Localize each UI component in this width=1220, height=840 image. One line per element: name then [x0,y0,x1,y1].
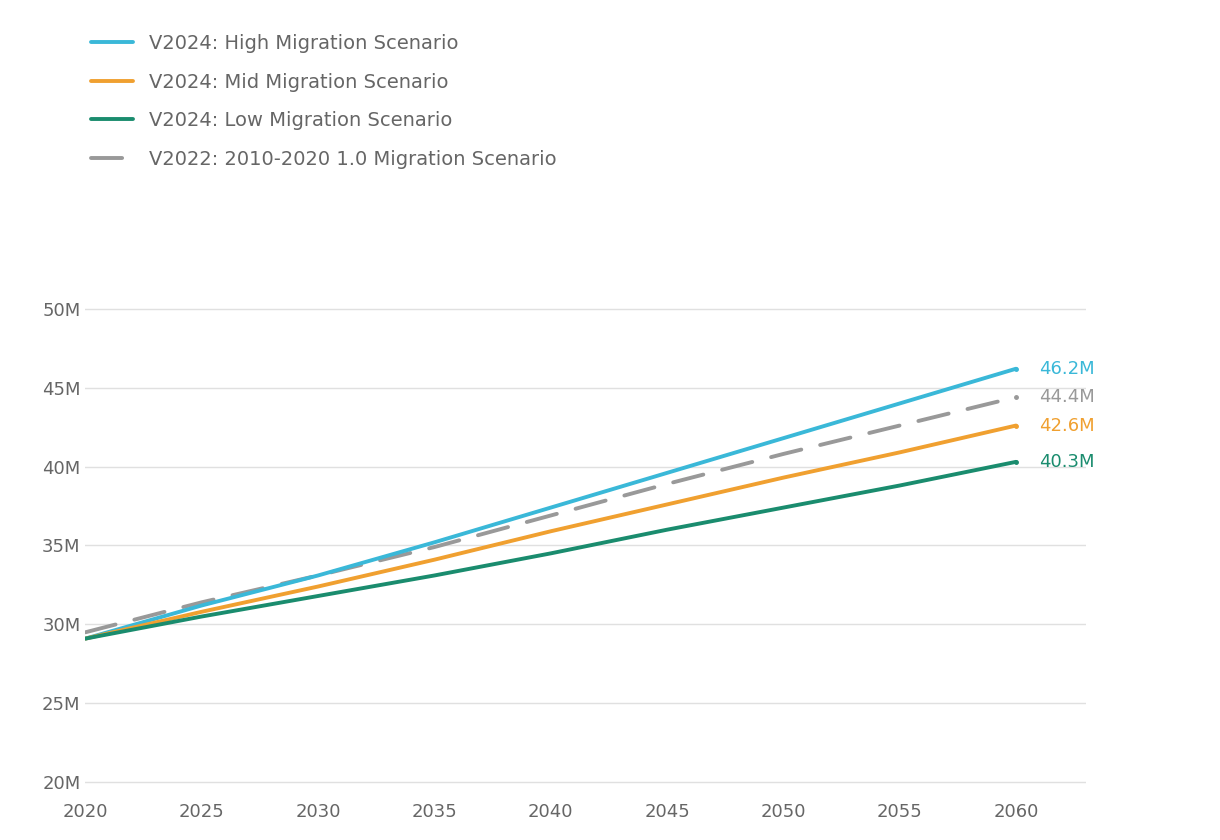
Line: V2024: High Migration Scenario: V2024: High Migration Scenario [85,369,1016,638]
V2024: Mid Migration Scenario: (2.05e+03, 3.93e+07): Mid Migration Scenario: (2.05e+03, 3.93e… [776,473,791,483]
V2024: Mid Migration Scenario: (2.02e+03, 2.91e+07): Mid Migration Scenario: (2.02e+03, 2.91e… [78,633,93,643]
V2024: High Migration Scenario: (2.06e+03, 4.62e+07): High Migration Scenario: (2.06e+03, 4.62… [1009,364,1024,374]
Line: V2024: Low Migration Scenario: V2024: Low Migration Scenario [85,462,1016,638]
V2022: 2010-2020 1.0 Migration Scenario: (2.04e+03, 3.89e+07): 2010-2020 1.0 Migration Scenario: (2.04e… [660,479,675,489]
V2022: 2010-2020 1.0 Migration Scenario: (2.05e+03, 4.08e+07): 2010-2020 1.0 Migration Scenario: (2.05e… [776,449,791,459]
Text: 44.4M: 44.4M [1039,388,1096,407]
Legend: V2024: High Migration Scenario, V2024: Mid Migration Scenario, V2024: Low Migrat: V2024: High Migration Scenario, V2024: M… [83,27,565,176]
V2022: 2010-2020 1.0 Migration Scenario: (2.04e+03, 3.69e+07): 2010-2020 1.0 Migration Scenario: (2.04e… [543,511,558,521]
V2024: Low Migration Scenario: (2.05e+03, 3.74e+07): Low Migration Scenario: (2.05e+03, 3.74e… [776,502,791,512]
V2024: High Migration Scenario: (2.06e+03, 4.4e+07): High Migration Scenario: (2.06e+03, 4.4e… [892,398,906,408]
V2024: Low Migration Scenario: (2.02e+03, 3.05e+07): Low Migration Scenario: (2.02e+03, 3.05e… [194,612,209,622]
V2022: 2010-2020 1.0 Migration Scenario: (2.03e+03, 3.31e+07): 2010-2020 1.0 Migration Scenario: (2.03e… [311,570,326,580]
Text: 42.6M: 42.6M [1039,417,1094,434]
V2022: 2010-2020 1.0 Migration Scenario: (2.02e+03, 3.14e+07): 2010-2020 1.0 Migration Scenario: (2.02e… [194,597,209,607]
V2024: High Migration Scenario: (2.04e+03, 3.96e+07): High Migration Scenario: (2.04e+03, 3.96… [660,468,675,478]
V2024: High Migration Scenario: (2.03e+03, 3.31e+07): High Migration Scenario: (2.03e+03, 3.31… [311,570,326,580]
V2024: Mid Migration Scenario: (2.03e+03, 3.24e+07): Mid Migration Scenario: (2.03e+03, 3.24e… [311,581,326,591]
V2024: Mid Migration Scenario: (2.02e+03, 3.08e+07): Mid Migration Scenario: (2.02e+03, 3.08e… [194,606,209,617]
V2022: 2010-2020 1.0 Migration Scenario: (2.06e+03, 4.44e+07): 2010-2020 1.0 Migration Scenario: (2.06e… [1009,392,1024,402]
V2024: Low Migration Scenario: (2.06e+03, 3.88e+07): Low Migration Scenario: (2.06e+03, 3.88e… [892,480,906,491]
V2024: Mid Migration Scenario: (2.04e+03, 3.41e+07): Mid Migration Scenario: (2.04e+03, 3.41e… [427,554,442,564]
Text: 46.2M: 46.2M [1039,360,1094,378]
V2024: Low Migration Scenario: (2.03e+03, 3.18e+07): Low Migration Scenario: (2.03e+03, 3.18e… [311,591,326,601]
V2024: High Migration Scenario: (2.02e+03, 2.91e+07): High Migration Scenario: (2.02e+03, 2.91… [78,633,93,643]
Line: V2024: Mid Migration Scenario: V2024: Mid Migration Scenario [85,426,1016,638]
V2024: High Migration Scenario: (2.04e+03, 3.52e+07): High Migration Scenario: (2.04e+03, 3.52… [427,538,442,548]
V2024: Low Migration Scenario: (2.06e+03, 4.03e+07): Low Migration Scenario: (2.06e+03, 4.03e… [1009,457,1024,467]
V2024: High Migration Scenario: (2.04e+03, 3.74e+07): High Migration Scenario: (2.04e+03, 3.74… [543,502,558,512]
V2024: Low Migration Scenario: (2.04e+03, 3.31e+07): Low Migration Scenario: (2.04e+03, 3.31e… [427,570,442,580]
V2024: Mid Migration Scenario: (2.06e+03, 4.09e+07): Mid Migration Scenario: (2.06e+03, 4.09e… [892,448,906,458]
V2024: Low Migration Scenario: (2.04e+03, 3.45e+07): Low Migration Scenario: (2.04e+03, 3.45e… [543,549,558,559]
V2024: Mid Migration Scenario: (2.04e+03, 3.59e+07): Mid Migration Scenario: (2.04e+03, 3.59e… [543,526,558,536]
V2024: Mid Migration Scenario: (2.04e+03, 3.76e+07): Mid Migration Scenario: (2.04e+03, 3.76e… [660,500,675,510]
V2024: High Migration Scenario: (2.02e+03, 3.12e+07): High Migration Scenario: (2.02e+03, 3.12… [194,601,209,611]
V2024: Mid Migration Scenario: (2.06e+03, 4.26e+07): Mid Migration Scenario: (2.06e+03, 4.26e… [1009,421,1024,431]
Text: 40.3M: 40.3M [1039,453,1094,471]
Line: V2022: 2010-2020 1.0 Migration Scenario: V2022: 2010-2020 1.0 Migration Scenario [85,397,1016,633]
V2024: Low Migration Scenario: (2.02e+03, 2.91e+07): Low Migration Scenario: (2.02e+03, 2.91e… [78,633,93,643]
V2022: 2010-2020 1.0 Migration Scenario: (2.04e+03, 3.49e+07): 2010-2020 1.0 Migration Scenario: (2.04e… [427,542,442,552]
V2022: 2010-2020 1.0 Migration Scenario: (2.06e+03, 4.26e+07): 2010-2020 1.0 Migration Scenario: (2.06e… [892,421,906,431]
V2024: High Migration Scenario: (2.05e+03, 4.18e+07): High Migration Scenario: (2.05e+03, 4.18… [776,433,791,444]
V2022: 2010-2020 1.0 Migration Scenario: (2.02e+03, 2.95e+07): 2010-2020 1.0 Migration Scenario: (2.02e… [78,627,93,638]
V2024: Low Migration Scenario: (2.04e+03, 3.6e+07): Low Migration Scenario: (2.04e+03, 3.6e+… [660,525,675,535]
